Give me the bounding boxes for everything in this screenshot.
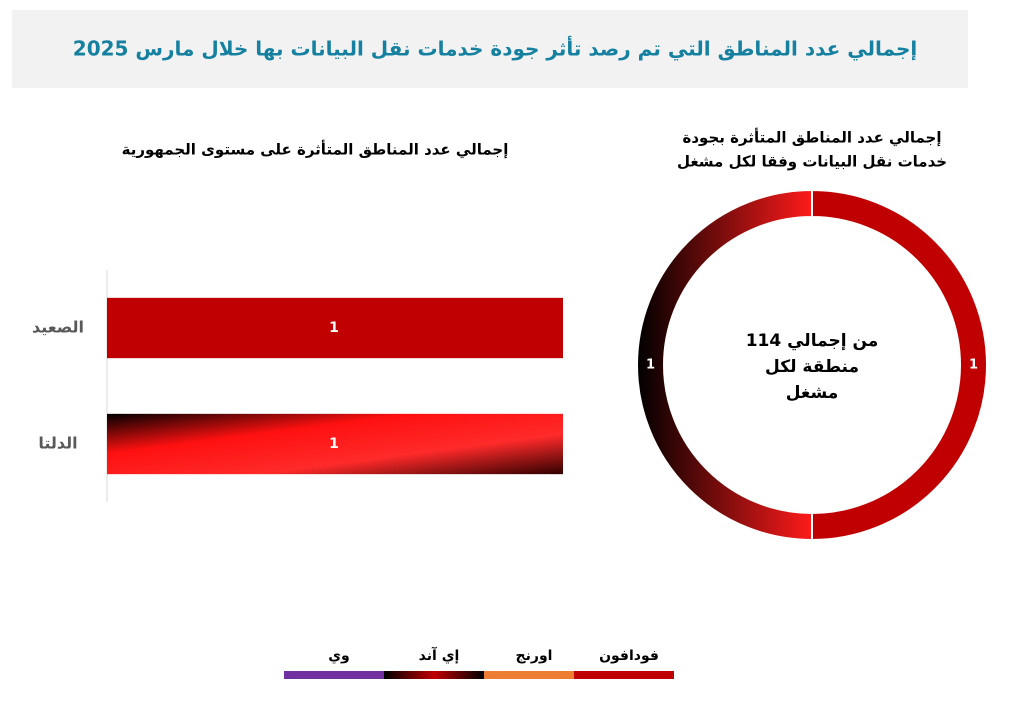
center-text: مشغل	[786, 383, 839, 403]
category-label: الدلتا	[38, 434, 77, 453]
legend-swatch	[384, 671, 484, 679]
legend-swatch	[284, 671, 384, 679]
bar-value-label: 1	[329, 436, 339, 452]
legend-label: اورنج	[516, 648, 553, 664]
center-text: من إجمالي 114	[746, 331, 879, 351]
segment-value-label: 1	[969, 358, 978, 373]
chart-title: إجمالي عدد المناطق المتأثرة على مستوى ال…	[122, 140, 509, 159]
legend-swatch	[574, 671, 674, 679]
bar-value-label: 1	[329, 320, 339, 336]
center-text: منطقة لكل	[765, 357, 859, 377]
legend-swatch	[484, 671, 574, 679]
donut-segment	[636, 188, 813, 542]
bar	[107, 413, 563, 475]
chart-title: خدمات نقل البيانات وفقا لكل مشغل	[677, 153, 947, 171]
header-bg	[12, 10, 968, 88]
legend-label: فودافون	[599, 648, 659, 664]
bar	[107, 297, 563, 359]
chart-title: إجمالي عدد المناطق المتأثرة بجودة	[683, 128, 942, 147]
header-title: إجمالي عدد المناطق التي تم رصد تأثر جودة…	[73, 35, 917, 62]
legend-label: إي آند	[419, 646, 460, 665]
category-label: الصعيد	[32, 318, 84, 337]
legend-label: وي	[328, 648, 350, 665]
segment-value-label: 1	[646, 358, 655, 373]
